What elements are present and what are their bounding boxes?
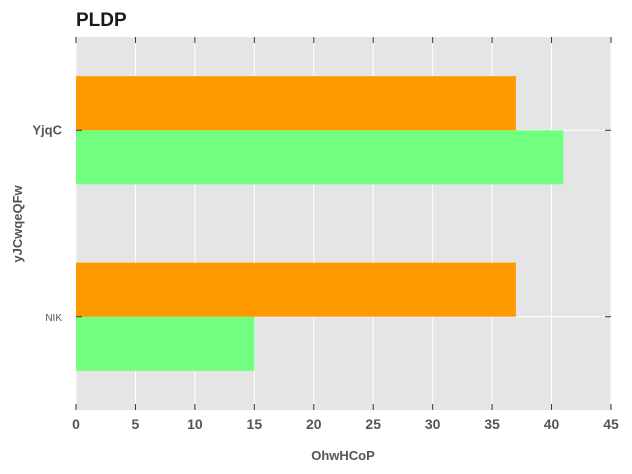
bars	[76, 76, 564, 371]
x-tick-label: 10	[187, 416, 203, 432]
x-tick-label: 40	[544, 416, 560, 432]
x-tick-label: 45	[603, 416, 619, 432]
bar	[76, 76, 516, 131]
bar	[76, 130, 564, 185]
x-tick-label: 30	[425, 416, 441, 432]
x-tick-label: 5	[132, 416, 140, 432]
x-tick-label: 35	[484, 416, 500, 432]
bar	[76, 262, 516, 317]
y-tick-label: YjqC	[32, 122, 62, 137]
bar	[76, 316, 255, 371]
x-tick-label: 15	[247, 416, 263, 432]
x-tick-label: 25	[365, 416, 381, 432]
chart-title: PLDP	[76, 10, 127, 31]
ticks: 0 5 10 15 20 25 30 35 40 45 NIK YjqC	[32, 37, 619, 432]
y-axis-label: yJCwqeQFw	[10, 184, 25, 262]
x-axis-label: OhwHCoP	[311, 448, 375, 463]
x-tick-label: 20	[306, 416, 322, 432]
x-tick-label: 0	[72, 416, 80, 432]
y-tick-label: NIK	[45, 313, 62, 324]
